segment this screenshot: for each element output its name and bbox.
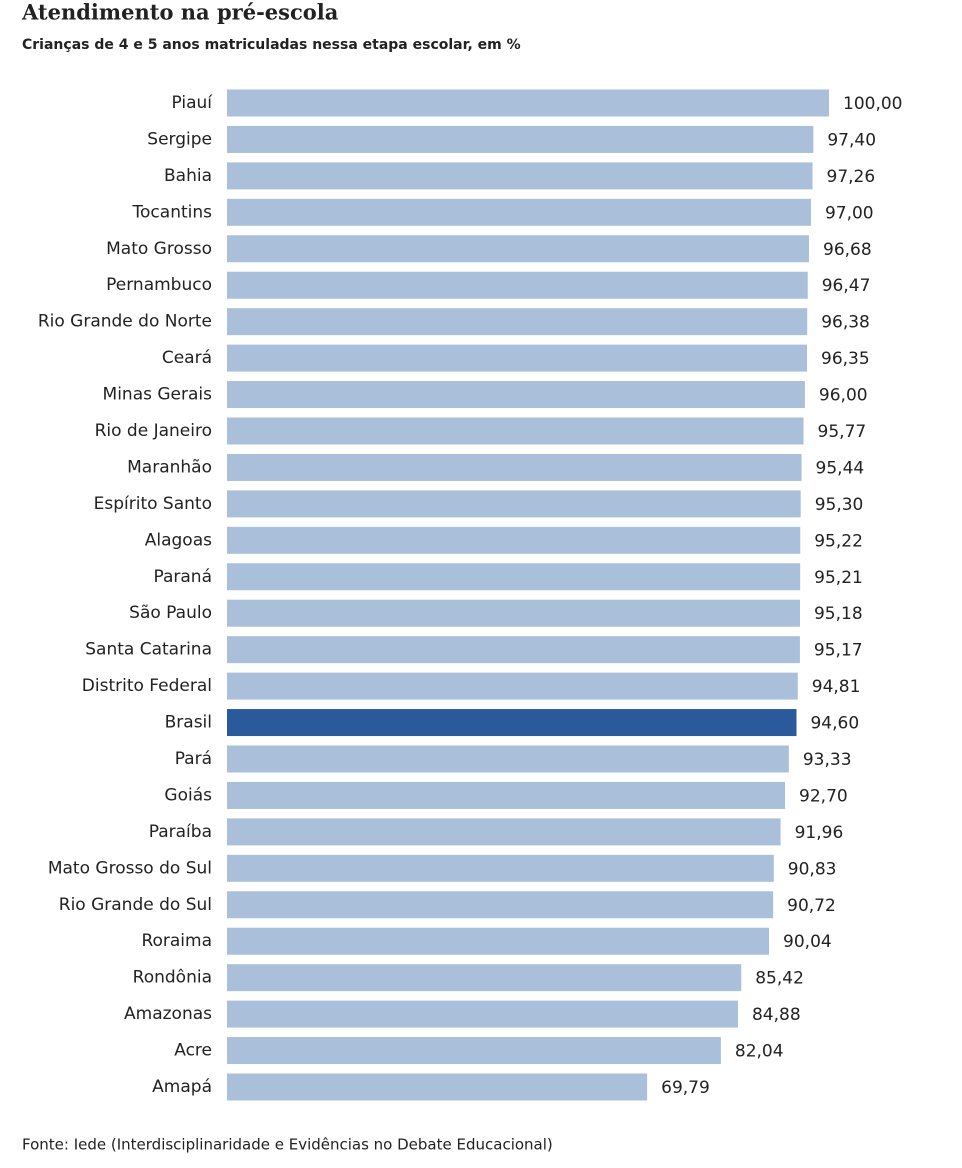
bar <box>227 162 813 190</box>
category-label: Pernambuco <box>106 275 212 295</box>
bar <box>227 125 814 153</box>
value-label: 84,88 <box>752 1005 801 1025</box>
chart-subtitle: Crianças de 4 e 5 anos matriculadas ness… <box>22 37 521 53</box>
bar <box>227 344 808 372</box>
value-label: 69,79 <box>661 1078 710 1098</box>
bar <box>227 927 770 955</box>
category-label: Santa Catarina <box>85 640 212 660</box>
category-label: Tocantins <box>132 202 213 222</box>
value-label: 85,42 <box>755 969 804 989</box>
value-label: 100,00 <box>843 94 902 114</box>
bar <box>227 89 829 117</box>
bar <box>227 235 810 263</box>
bar <box>227 308 808 336</box>
value-label: 96,38 <box>821 313 870 333</box>
bar <box>227 672 798 700</box>
bar <box>227 563 801 591</box>
category-label: Amapá <box>152 1077 212 1097</box>
bar <box>227 417 804 445</box>
value-label: 95,22 <box>814 531 863 551</box>
category-label: Alagoas <box>145 530 212 550</box>
category-label: Acre <box>174 1041 212 1061</box>
category-label: Roraima <box>141 931 212 951</box>
value-label: 82,04 <box>735 1042 784 1062</box>
category-label: Rondônia <box>133 968 212 988</box>
value-label: 90,72 <box>787 896 836 916</box>
category-label: Espírito Santo <box>94 494 212 514</box>
value-label: 95,21 <box>814 568 863 588</box>
bar <box>227 381 805 409</box>
bar <box>227 599 800 627</box>
bar <box>227 964 742 992</box>
category-label: Sergipe <box>147 129 212 149</box>
bar <box>227 745 789 773</box>
value-label: 90,83 <box>788 859 837 879</box>
category-label: Ceará <box>162 348 212 368</box>
bar <box>227 709 797 737</box>
bar <box>227 636 800 664</box>
category-label: Bahia <box>164 166 212 186</box>
category-label: Amazonas <box>124 1004 212 1024</box>
bar <box>227 271 808 299</box>
value-label: 96,47 <box>822 276 871 296</box>
bar <box>227 1073 648 1101</box>
category-label: São Paulo <box>129 603 212 623</box>
bar <box>227 198 811 226</box>
value-label: 95,30 <box>815 495 864 515</box>
bar <box>227 453 802 481</box>
value-label: 90,04 <box>783 932 832 952</box>
source-note: Fonte: Iede (Interdisciplinaridade e Evi… <box>22 1136 553 1154</box>
bar <box>227 490 801 518</box>
value-label: 97,40 <box>827 130 876 150</box>
category-label: Rio Grande do Sul <box>59 895 212 915</box>
value-label: 93,33 <box>803 750 852 770</box>
category-label: Rio Grande do Norte <box>38 312 212 332</box>
bar <box>227 854 774 882</box>
category-label: Maranhão <box>127 457 212 477</box>
category-label: Brasil <box>165 713 212 733</box>
bar <box>227 781 786 809</box>
category-label: Distrito Federal <box>82 676 212 696</box>
value-label: 97,26 <box>827 167 876 187</box>
value-label: 97,00 <box>825 203 874 223</box>
value-label: 95,18 <box>814 604 863 624</box>
bar <box>227 526 801 554</box>
bar <box>227 891 774 919</box>
category-label: Rio de Janeiro <box>95 421 212 441</box>
value-label: 96,00 <box>819 386 868 406</box>
bar <box>227 1037 721 1065</box>
value-label: 94,60 <box>810 714 859 734</box>
value-label: 95,77 <box>818 422 867 442</box>
value-label: 95,17 <box>814 641 863 661</box>
category-label: Minas Gerais <box>103 385 213 405</box>
bar <box>227 818 781 846</box>
category-label: Pará <box>175 749 212 769</box>
bar <box>227 1000 738 1028</box>
value-label: 91,96 <box>795 823 844 843</box>
value-label: 92,70 <box>799 786 848 806</box>
chart-title: Atendimento na pré-escola <box>21 0 339 25</box>
value-label: 95,44 <box>816 458 865 478</box>
category-label: Mato Grosso <box>106 239 212 259</box>
value-label: 96,68 <box>823 240 872 260</box>
value-label: 94,81 <box>812 677 861 697</box>
value-label: 96,35 <box>821 349 870 369</box>
category-label: Piauí <box>171 93 213 113</box>
category-label: Paraná <box>153 567 212 587</box>
category-label: Paraíba <box>149 822 212 842</box>
category-label: Goiás <box>164 785 212 805</box>
category-label: Mato Grosso do Sul <box>48 858 212 878</box>
